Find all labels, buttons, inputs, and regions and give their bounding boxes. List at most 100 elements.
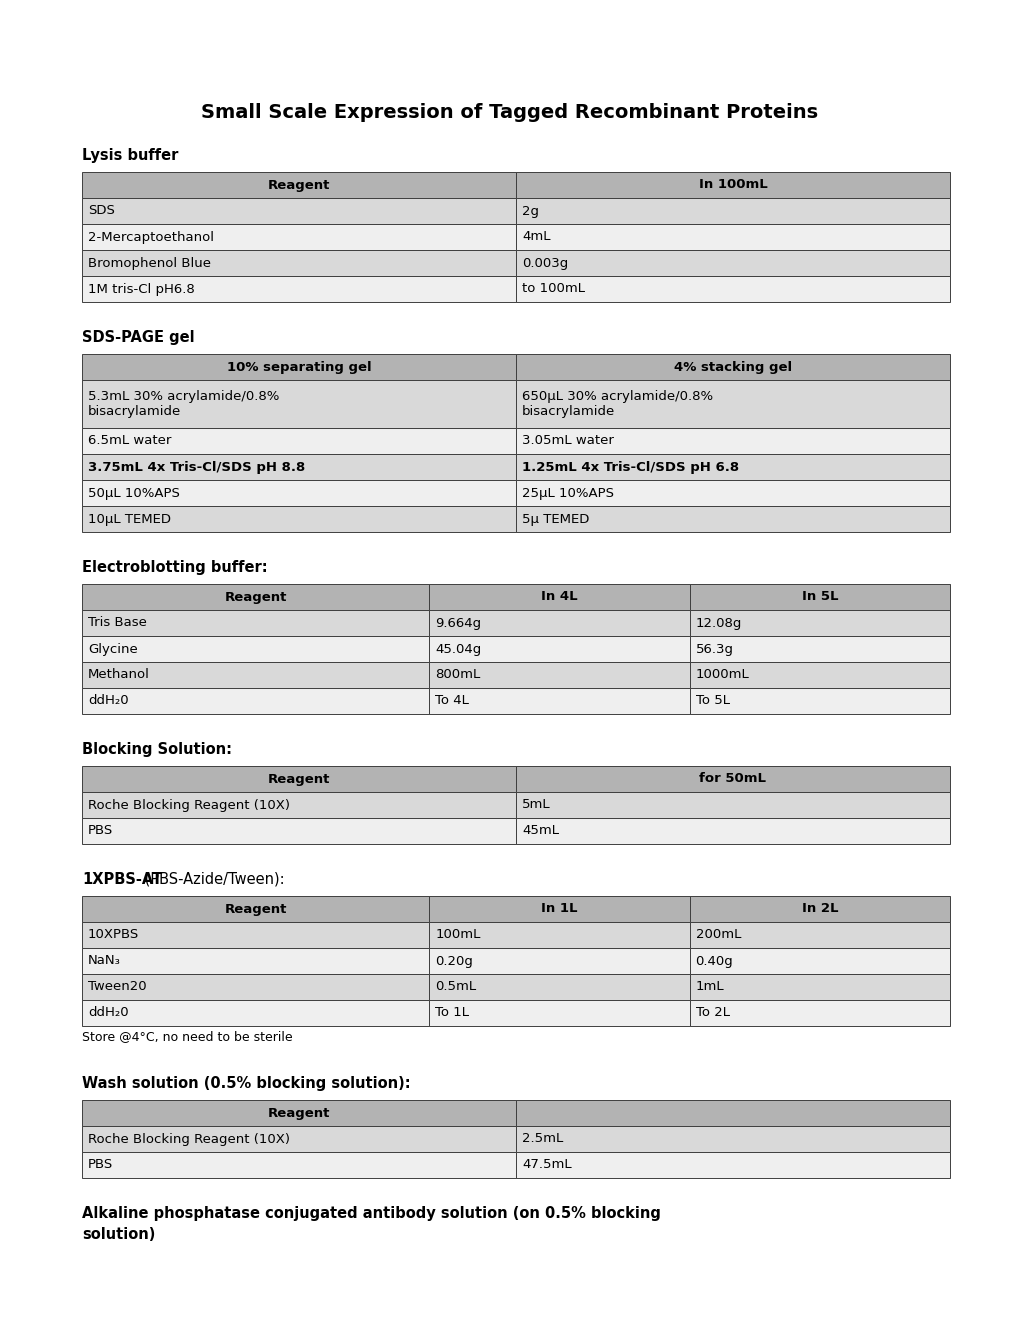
Text: NaN₃: NaN₃ — [88, 954, 121, 968]
Bar — [429, 1001, 689, 1026]
Bar — [82, 1100, 516, 1126]
Text: to 100mL: to 100mL — [522, 282, 585, 296]
Text: 56.3g: 56.3g — [695, 643, 733, 656]
Text: In 2L: In 2L — [801, 903, 838, 916]
Bar — [516, 380, 949, 428]
Bar — [82, 428, 516, 454]
Text: 10XPBS: 10XPBS — [88, 928, 140, 941]
Text: 45.04g: 45.04g — [435, 643, 481, 656]
Bar — [82, 454, 516, 480]
Text: Reagent: Reagent — [268, 1106, 330, 1119]
Text: 50μL 10%APS: 50μL 10%APS — [88, 487, 179, 499]
Bar — [689, 1001, 949, 1026]
Text: 2g: 2g — [522, 205, 538, 218]
Bar — [82, 818, 516, 843]
Text: 0.20g: 0.20g — [435, 954, 473, 968]
Bar — [82, 1001, 429, 1026]
Text: Roche Blocking Reagent (10X): Roche Blocking Reagent (10X) — [88, 1133, 289, 1146]
Text: Tris Base: Tris Base — [88, 616, 147, 630]
Bar — [516, 454, 949, 480]
Bar — [429, 896, 689, 921]
Bar — [82, 792, 516, 818]
Text: Tween20: Tween20 — [88, 981, 147, 994]
Text: Store @4°C, no need to be sterile: Store @4°C, no need to be sterile — [82, 1030, 292, 1043]
Text: Bromophenol Blue: Bromophenol Blue — [88, 256, 211, 269]
Text: 0.5mL: 0.5mL — [435, 981, 476, 994]
Text: 25μL 10%APS: 25μL 10%APS — [522, 487, 613, 499]
Bar — [516, 172, 949, 198]
Bar — [82, 1152, 516, 1177]
Text: ddH₂0: ddH₂0 — [88, 1006, 128, 1019]
Text: SDS: SDS — [88, 205, 115, 218]
Bar — [516, 792, 949, 818]
Bar — [516, 198, 949, 224]
Bar — [82, 688, 429, 714]
Text: Roche Blocking Reagent (10X): Roche Blocking Reagent (10X) — [88, 799, 289, 812]
Bar — [429, 663, 689, 688]
Text: (PBS-Azide/Tween):: (PBS-Azide/Tween): — [140, 873, 284, 887]
Text: Electroblotting buffer:: Electroblotting buffer: — [82, 560, 267, 576]
Bar — [82, 921, 429, 948]
Bar — [516, 766, 949, 792]
Text: Reagent: Reagent — [268, 178, 330, 191]
Bar — [82, 224, 516, 249]
Bar — [689, 688, 949, 714]
Bar — [689, 663, 949, 688]
Bar — [82, 896, 429, 921]
Text: 12.08g: 12.08g — [695, 616, 741, 630]
Bar — [689, 948, 949, 974]
Text: 45mL: 45mL — [522, 825, 558, 837]
Text: Alkaline phosphatase conjugated antibody solution (on 0.5% blocking
solution): Alkaline phosphatase conjugated antibody… — [82, 1206, 660, 1242]
Text: To 1L: To 1L — [435, 1006, 469, 1019]
Text: 1mL: 1mL — [695, 981, 723, 994]
Bar — [516, 818, 949, 843]
Text: Blocking Solution:: Blocking Solution: — [82, 742, 231, 756]
Text: Methanol: Methanol — [88, 668, 150, 681]
Bar — [516, 480, 949, 506]
Text: In 4L: In 4L — [540, 590, 577, 603]
Text: 0.003g: 0.003g — [522, 256, 568, 269]
Bar — [82, 610, 429, 636]
Text: Reagent: Reagent — [268, 772, 330, 785]
Bar — [82, 1126, 516, 1152]
Text: 6.5mL water: 6.5mL water — [88, 434, 171, 447]
Text: 200mL: 200mL — [695, 928, 740, 941]
Bar — [82, 276, 516, 302]
Text: 2-Mercaptoethanol: 2-Mercaptoethanol — [88, 231, 214, 243]
Bar — [689, 974, 949, 1001]
Bar — [429, 974, 689, 1001]
Text: 2.5mL: 2.5mL — [522, 1133, 562, 1146]
Bar — [82, 948, 429, 974]
Text: 5μ TEMED: 5μ TEMED — [522, 512, 589, 525]
Bar — [82, 480, 516, 506]
Text: 5mL: 5mL — [522, 799, 550, 812]
Bar — [516, 506, 949, 532]
Bar — [516, 428, 949, 454]
Text: Glycine: Glycine — [88, 643, 138, 656]
Bar — [82, 583, 429, 610]
Text: ddH₂0: ddH₂0 — [88, 694, 128, 708]
Text: In 1L: In 1L — [541, 903, 577, 916]
Bar — [429, 921, 689, 948]
Text: 5.3mL 30% acrylamide/0.8%
bisacrylamide: 5.3mL 30% acrylamide/0.8% bisacrylamide — [88, 389, 279, 418]
Bar — [82, 663, 429, 688]
Bar — [82, 354, 516, 380]
Text: 10μL TEMED: 10μL TEMED — [88, 512, 171, 525]
Text: 650μL 30% acrylamide/0.8%
bisacrylamide: 650μL 30% acrylamide/0.8% bisacrylamide — [522, 389, 712, 418]
Bar — [516, 1100, 949, 1126]
Text: 4% stacking gel: 4% stacking gel — [674, 360, 792, 374]
Bar — [429, 688, 689, 714]
Text: 9.664g: 9.664g — [435, 616, 481, 630]
Text: 100mL: 100mL — [435, 928, 480, 941]
Bar — [82, 974, 429, 1001]
Text: Wash solution (0.5% blocking solution):: Wash solution (0.5% blocking solution): — [82, 1076, 411, 1092]
Text: 1M tris-Cl pH6.8: 1M tris-Cl pH6.8 — [88, 282, 195, 296]
Bar — [516, 276, 949, 302]
Text: PBS: PBS — [88, 825, 113, 837]
Text: for 50mL: for 50mL — [699, 772, 765, 785]
Text: Small Scale Expression of Tagged Recombinant Proteins: Small Scale Expression of Tagged Recombi… — [201, 103, 818, 121]
Bar — [82, 172, 516, 198]
Bar — [82, 198, 516, 224]
Text: 1000mL: 1000mL — [695, 668, 749, 681]
Text: 800mL: 800mL — [435, 668, 480, 681]
